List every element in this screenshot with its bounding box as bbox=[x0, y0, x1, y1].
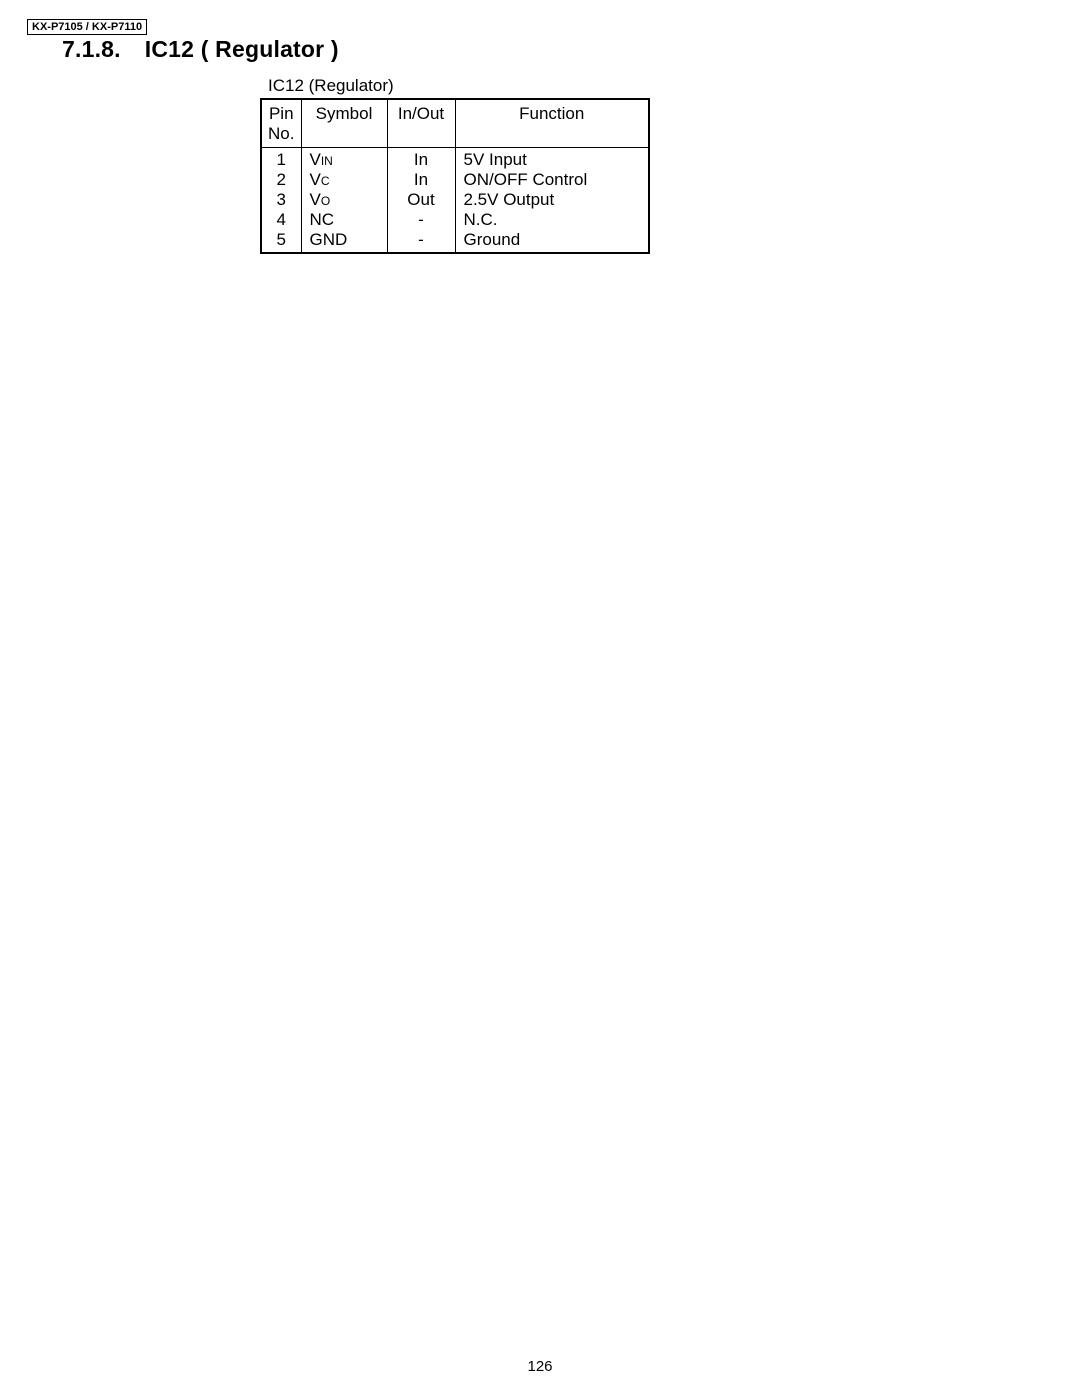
cell-inout: In bbox=[388, 170, 455, 190]
col-header-inout: In/Out bbox=[387, 99, 455, 148]
page-number: 126 bbox=[0, 1358, 1080, 1375]
cell-symbol: VC bbox=[310, 170, 381, 190]
cell-function: 2.5V Output bbox=[464, 190, 643, 210]
pin-table: Pin No. Symbol In/Out Function 1 2 3 4 5… bbox=[260, 98, 650, 254]
cell-pin: 5 bbox=[262, 230, 301, 250]
col-header-pin-text: Pin No. bbox=[268, 104, 294, 143]
table-header-row: Pin No. Symbol In/Out Function bbox=[261, 99, 649, 148]
symbol-prefix: V bbox=[310, 170, 321, 189]
table-caption: IC12 (Regulator) bbox=[268, 76, 394, 96]
section-number: 7.1.8. bbox=[62, 36, 121, 62]
col-header-symbol: Symbol bbox=[301, 99, 387, 148]
cell-inout: - bbox=[388, 230, 455, 250]
cell-pin: 2 bbox=[262, 170, 301, 190]
cell-inout: - bbox=[388, 210, 455, 230]
col-header-pin: Pin No. bbox=[261, 99, 301, 148]
model-label: KX-P7105 / KX-P7110 bbox=[32, 21, 142, 33]
symbol-rest: NC bbox=[310, 210, 335, 229]
cell-function: 5V Input bbox=[464, 150, 643, 170]
symbol-sub: C bbox=[321, 174, 330, 188]
symbol-sub: O bbox=[321, 194, 330, 208]
cell-inout: In bbox=[388, 150, 455, 170]
symbol-rest: GND bbox=[310, 230, 348, 249]
cell-inout: Out bbox=[388, 190, 455, 210]
cell-pin: 3 bbox=[262, 190, 301, 210]
cell-symbol: NC bbox=[310, 210, 381, 230]
section-title: IC12 ( Regulator ) bbox=[145, 36, 339, 62]
model-label-box: KX-P7105 / KX-P7110 bbox=[27, 19, 147, 35]
cell-symbol: VO bbox=[310, 190, 381, 210]
cell-pin: 4 bbox=[262, 210, 301, 230]
symbol-sub: IN bbox=[321, 154, 333, 168]
cell-function: N.C. bbox=[464, 210, 643, 230]
cell-function: ON/OFF Control bbox=[464, 170, 643, 190]
cell-symbol: VIN bbox=[310, 150, 381, 170]
col-header-function: Function bbox=[455, 99, 649, 148]
cell-pin: 1 bbox=[262, 150, 301, 170]
page: KX-P7105 / KX-P7110 7.1.8. IC12 ( Regulat… bbox=[0, 0, 1080, 1397]
table-row: 1 2 3 4 5 VIN VC VO NC GND In In Out bbox=[261, 148, 649, 254]
symbol-prefix: V bbox=[310, 150, 321, 169]
symbol-prefix: V bbox=[310, 190, 321, 209]
cell-function: Ground bbox=[464, 230, 643, 250]
section-heading: 7.1.8. IC12 ( Regulator ) bbox=[62, 36, 339, 63]
cell-symbol: GND bbox=[310, 230, 381, 250]
